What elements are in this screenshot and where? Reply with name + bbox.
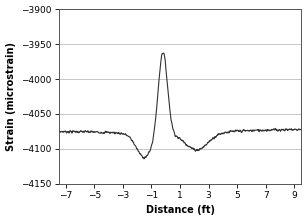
X-axis label: Distance (ft): Distance (ft)	[146, 206, 215, 215]
Y-axis label: Strain (microstrain): Strain (microstrain)	[6, 42, 16, 151]
